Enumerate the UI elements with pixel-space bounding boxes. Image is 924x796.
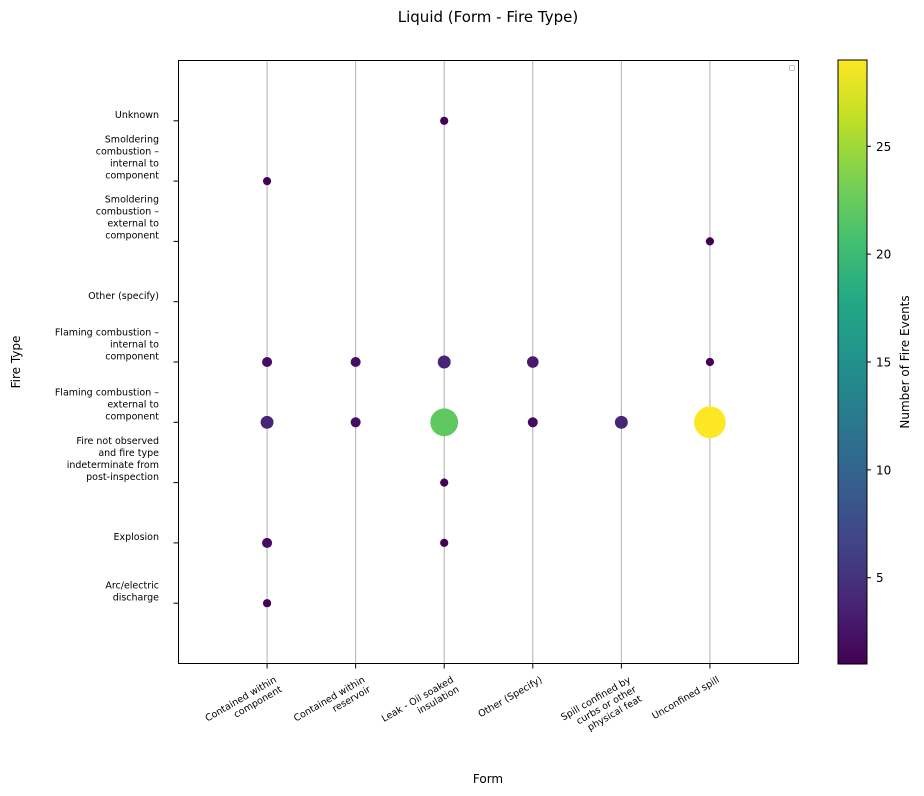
data-point [430,408,459,437]
data-point [260,415,274,429]
data-point [262,356,273,368]
data-point [440,116,449,125]
y-tick-label: Flaming combustion – internal to component [55,327,159,362]
y-tick-label: Unknown [115,110,159,121]
x-axis-label: Form [473,772,503,786]
x-tick-label: Other (Specify) [476,675,544,721]
data-point [614,415,628,429]
y-tick-label: Explosion [113,532,159,543]
y-tick-label: Smoldering combustion – external to compone… [96,195,160,242]
colorbar [837,59,868,665]
x-tick-label: Contained withincomponent [203,674,284,733]
data-point [526,356,539,368]
colorbar-tick-label: 25 [876,140,891,154]
x-tick-label: Unconfined spill [650,675,721,722]
x-tick-label: Spill confined bycurbs or otherphysical … [559,674,644,742]
data-point [440,538,449,548]
x-axis-ticks: Contained withincomponent Contained withi… [203,663,721,742]
data-point [437,355,451,369]
y-axis-ticks: Arc/electric discharge Explosion Fire not o… [55,110,179,604]
y-tick-label: Arc/electric discharge [105,581,159,604]
data-point [694,406,726,439]
colorbar-tick-label: 5 [876,571,884,585]
y-tick-label: Flaming combustion – external to component [55,388,159,423]
data-point [350,417,361,428]
data-point [440,478,449,487]
data-point [527,417,538,428]
y-tick-label: Smoldering combustion – internal to compone… [96,134,160,181]
colorbar-tick-label: 20 [876,248,891,262]
y-axis-label: Fire Type [9,336,23,389]
x-tick-label: Contained withinreservoir [292,675,373,734]
chart-title: Liquid (Form - Fire Type) [398,8,578,26]
legend-box [789,65,795,71]
colorbar-ticks: 5 10 15 20 25 [867,140,891,585]
colorbar-label: Number of Fire Events [898,295,912,428]
y-tick-label: Fire not observed and fire type indetermin… [67,436,159,483]
data-points [260,116,726,608]
data-point [262,177,272,186]
data-point [350,356,361,368]
data-point [262,537,273,548]
x-tick-label: Leak - Oil soakedinsulation [380,675,461,735]
colorbar-tick-label: 10 [876,463,891,477]
data-point [705,357,715,367]
colorbar-tick-label: 15 [876,356,891,370]
grid-lines [266,60,711,664]
y-tick-label: Other (specify) [88,291,159,302]
data-point [705,237,715,246]
data-point [262,599,272,608]
